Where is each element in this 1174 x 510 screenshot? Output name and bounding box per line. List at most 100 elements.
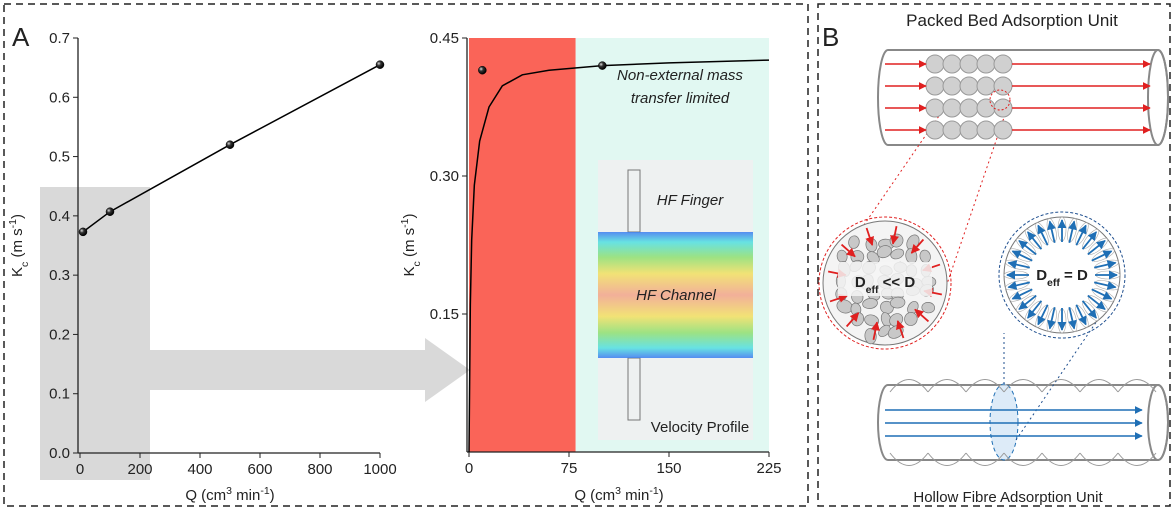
- panel-frame: [817, 3, 1171, 507]
- particle: [878, 324, 891, 338]
- label-part: (m s: [401, 228, 418, 261]
- y-tick-label: 0.4: [49, 208, 70, 225]
- x-tick-label: 1000: [363, 461, 396, 478]
- packing-bead: [925, 120, 945, 140]
- packing-bead: [942, 120, 962, 140]
- y-tick-label: 0.5: [49, 149, 70, 166]
- region: [469, 38, 576, 452]
- diffusion-arrow: [829, 294, 848, 303]
- diffusion-arrow: [1027, 300, 1043, 319]
- packing-bead: [993, 76, 1013, 96]
- y-tick-label: 0.7: [49, 30, 70, 47]
- y-tick-label: 0.3: [49, 267, 70, 284]
- diffusion-arrow: [1093, 281, 1117, 290]
- packing-bead: [942, 76, 962, 96]
- packing-bead: [959, 98, 979, 118]
- diffusion-arrow: [1018, 240, 1037, 256]
- fibre-loop: [889, 379, 929, 393]
- diffusion-arrow: [1091, 250, 1113, 262]
- label-part: eff: [1047, 277, 1060, 289]
- label-part: ): [659, 487, 664, 504]
- fibre-loop: [1041, 379, 1081, 393]
- annotation: transfer limited: [631, 90, 730, 107]
- focus-region: [989, 89, 1011, 111]
- fibre-loop: [927, 452, 967, 466]
- fibre-loop: [927, 379, 967, 393]
- series-line: [468, 59, 770, 453]
- x-axis-label: Q (cm3 min-1): [574, 485, 663, 504]
- packing-bead: [976, 98, 996, 118]
- diagram-title: Hollow Fibre Adsorption Unit: [913, 489, 1103, 506]
- packing-bead: [976, 76, 996, 96]
- diffusion-arrow: [1027, 231, 1043, 250]
- x-tick-label: 0: [465, 460, 473, 477]
- diffusion-arrow: [1087, 240, 1106, 256]
- fibre-loop: [1041, 452, 1081, 466]
- label-part: -1: [399, 218, 411, 227]
- x-tick-label: 600: [247, 461, 272, 478]
- inset-caption: Velocity Profile: [651, 419, 749, 436]
- particle: [876, 245, 892, 259]
- label-part: = D: [1060, 267, 1088, 284]
- zoom-arrow: [150, 338, 470, 402]
- diffusion-arrow: [1075, 304, 1087, 326]
- label-part: << D: [879, 274, 916, 291]
- data-point: [78, 227, 88, 237]
- label-part: eff: [866, 284, 879, 296]
- diffusion-arrow: [890, 225, 899, 245]
- packing-bead: [959, 76, 979, 96]
- packing-bead: [959, 54, 979, 74]
- label-part: c: [411, 261, 423, 266]
- x-tick-label: 0: [76, 461, 84, 478]
- x-tick-label: 75: [561, 460, 578, 477]
- label-part: ): [401, 214, 418, 219]
- series-line: [82, 64, 381, 233]
- label-part: ): [9, 214, 26, 219]
- y-tick-label: 0.6: [49, 89, 70, 106]
- label-part: min: [621, 487, 649, 504]
- label-part: D: [855, 274, 866, 291]
- data-point: [105, 207, 115, 216]
- diffusion-arrow: [1007, 281, 1031, 290]
- label-part: c: [19, 262, 31, 267]
- fibre-loop: [1003, 452, 1043, 466]
- particle: [890, 248, 905, 260]
- x-tick-label: 800: [307, 461, 332, 478]
- fibre-loop: [965, 452, 1005, 466]
- diffusion-arrow: [1007, 260, 1031, 269]
- data-point: [225, 140, 235, 149]
- y-tick-label: 0.30: [430, 168, 459, 185]
- y-axis-label: Kc (m s-1): [399, 214, 423, 277]
- diffusion-arrow: [896, 320, 905, 339]
- data-point: [478, 65, 487, 75]
- packing-bead: [993, 120, 1013, 140]
- packing-bead: [976, 54, 996, 74]
- diffusion-arrow: [1018, 294, 1037, 310]
- annotation: Non-external mass: [617, 67, 743, 84]
- y-tick-label: 0.15: [430, 306, 459, 323]
- particle: [921, 302, 936, 314]
- label-part: min: [232, 487, 260, 504]
- label-part: -1: [260, 485, 269, 497]
- x-tick-label: 400: [187, 461, 212, 478]
- particle: [864, 328, 877, 345]
- label-part: D: [1036, 267, 1047, 284]
- label-part: ): [270, 487, 275, 504]
- label-part: 3: [226, 485, 232, 497]
- column-end: [1147, 49, 1169, 146]
- diffusion-arrow: [1047, 220, 1056, 244]
- zoom-circle: [998, 211, 1126, 339]
- diffusion-arrow: [1087, 294, 1106, 310]
- fibre-loop: [1079, 379, 1119, 393]
- data-point: [375, 60, 385, 69]
- fibre-loop: [889, 452, 929, 466]
- diffusion-arrow: [1011, 288, 1033, 300]
- x-tick-label: 225: [756, 460, 781, 477]
- diffusion-arrow: [1091, 288, 1113, 300]
- label-part: Q (cm: [185, 487, 226, 504]
- label-part: K: [9, 267, 26, 277]
- zoom-highlight: [40, 187, 150, 480]
- x-tick-label: 150: [656, 460, 681, 477]
- label-part: -1: [7, 219, 19, 228]
